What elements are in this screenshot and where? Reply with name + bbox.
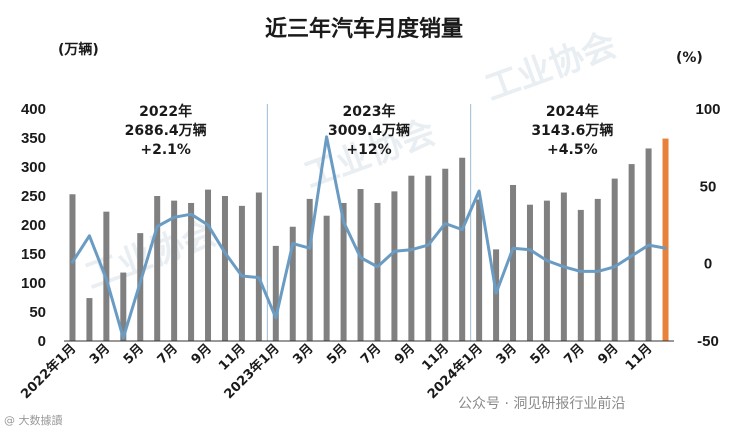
right-tick-1: 0 xyxy=(704,256,712,273)
bar-27 xyxy=(510,184,517,341)
bar-17 xyxy=(340,202,347,341)
right-tick-3: 100 xyxy=(695,101,720,118)
corner-watermark: @ 大数據讀 xyxy=(4,413,63,427)
year-annotations: 2022年 2686.4万辆 +2.1% 2023年 3009.4万辆 +12% 2024年… xyxy=(125,103,614,158)
bar-9 xyxy=(205,189,212,341)
bar-22 xyxy=(425,175,432,341)
bar-20 xyxy=(391,191,398,341)
left-axis-unit: (万辆) xyxy=(58,41,99,58)
growth-line xyxy=(71,135,667,340)
annotation-2-line-1: 2023年 xyxy=(343,103,396,120)
bar-25 xyxy=(476,199,483,341)
left-tick-4: 200 xyxy=(21,217,46,234)
background-watermark: 工业协会 工业协会 工业协会 xyxy=(80,25,621,297)
bar-14 xyxy=(289,226,296,341)
x-tick-14: 5月 xyxy=(528,341,554,367)
x-tick-10: 9月 xyxy=(392,341,418,367)
left-tick-0: 0 xyxy=(38,333,46,350)
right-axis-ticks: -50 0 50 100 xyxy=(695,101,720,350)
annotation-3-line-1: 2024年 xyxy=(546,103,599,120)
bar-10 xyxy=(221,196,228,341)
annotation-1-line-2: 2686.4万辆 xyxy=(125,122,207,139)
right-tick-2: 50 xyxy=(700,178,717,195)
bar-2 xyxy=(86,298,93,341)
bar-12 xyxy=(255,192,262,341)
x-tick-0: 2022年1月 xyxy=(18,341,80,403)
left-axis-ticks: 0 50 100 150 200 250 300 350 400 xyxy=(21,101,46,350)
x-tick-7: 3月 xyxy=(290,341,316,367)
bar-21 xyxy=(408,175,415,341)
bar-24 xyxy=(459,157,466,341)
x-tick-13: 3月 xyxy=(494,341,520,367)
x-tick-2: 5月 xyxy=(121,341,147,367)
bar-33 xyxy=(611,178,618,341)
bar-16 xyxy=(323,215,330,341)
left-tick-5: 250 xyxy=(21,188,46,205)
svg-text:工业协会: 工业协会 xyxy=(480,25,621,109)
x-tick-16: 9月 xyxy=(595,341,621,367)
annotation-2-line-2: 3009.4万辆 xyxy=(328,122,410,139)
right-axis-unit: (%) xyxy=(676,50,703,66)
growth-line-group xyxy=(71,135,667,340)
bar-4 xyxy=(120,272,127,341)
bar-6 xyxy=(154,196,161,341)
x-tick-17: 11月 xyxy=(623,341,656,374)
annotation-1-line-3: +2.1% xyxy=(140,142,191,158)
bar-13 xyxy=(272,245,279,341)
annotation-1-line-1: 2022年 xyxy=(139,103,192,120)
source-watermark: 公众号 · 洞见研报行业前沿 xyxy=(458,395,625,412)
bar-19 xyxy=(374,202,381,341)
bar-7 xyxy=(171,200,178,341)
x-tick-9: 7月 xyxy=(358,341,384,367)
bar-11 xyxy=(238,205,245,341)
bar-18 xyxy=(357,189,364,341)
bar-29 xyxy=(543,200,550,341)
bar-26 xyxy=(493,249,500,341)
left-tick-8: 400 xyxy=(21,101,46,118)
x-tick-8: 5月 xyxy=(324,341,350,367)
bar-36 xyxy=(662,138,669,341)
bar-1 xyxy=(69,194,76,341)
left-tick-1: 50 xyxy=(29,304,46,321)
bar-28 xyxy=(526,204,533,341)
x-tick-4: 9月 xyxy=(189,341,215,367)
bar-23 xyxy=(442,168,449,341)
right-tick-0: -50 xyxy=(697,333,719,350)
bar-15 xyxy=(306,198,313,341)
bar-8 xyxy=(188,202,195,341)
left-tick-7: 350 xyxy=(21,130,46,147)
bar-31 xyxy=(577,209,584,341)
left-tick-6: 300 xyxy=(21,159,46,176)
annotation-3-line-3: +4.5% xyxy=(547,142,598,158)
left-tick-2: 100 xyxy=(21,275,46,292)
x-tick-15: 7月 xyxy=(561,341,587,367)
annotation-2-line-3: +12% xyxy=(346,142,391,158)
x-tick-3: 7月 xyxy=(155,341,181,367)
annotation-3-line-2: 3143.6万辆 xyxy=(531,122,613,139)
x-tick-1: 3月 xyxy=(87,341,113,367)
chart-title: 近三年汽车月度销量 xyxy=(265,16,463,42)
left-tick-3: 150 xyxy=(21,246,46,263)
svg-text:工业协会: 工业协会 xyxy=(80,213,221,297)
bar-34 xyxy=(628,164,635,341)
